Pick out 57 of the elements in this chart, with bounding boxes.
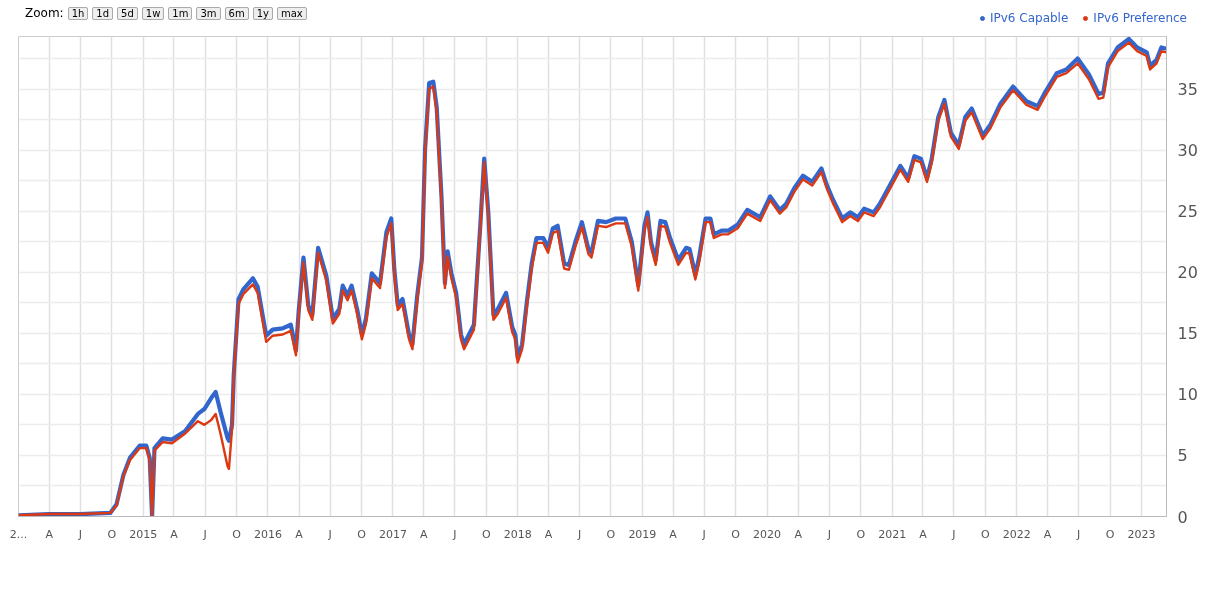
text: 1d — [92, 7, 114, 20]
y-tick-label: 10 — [1177, 385, 1198, 405]
text: 1w — [141, 7, 165, 20]
x-tick-label: O — [981, 527, 991, 541]
x-tick-label: J — [1076, 527, 1081, 541]
x-tick-label: O — [731, 527, 741, 541]
x-tick-label: J — [701, 527, 706, 541]
x-tick-label: 2022 — [1002, 527, 1031, 541]
x-tick-label: O — [357, 527, 367, 541]
x-tick-label: A — [919, 527, 928, 541]
y-tick-label: 30 — [1177, 141, 1198, 161]
x-tick-label: A — [45, 527, 54, 541]
y-tick-label: 20 — [1177, 263, 1198, 283]
x-tick-label: J — [202, 527, 207, 541]
x-tick-label: 2016 — [253, 527, 282, 541]
x-tick-label: 2023 — [1127, 527, 1156, 541]
text: 5d — [117, 7, 138, 20]
x-tick-label: J — [951, 527, 956, 541]
text: 1y — [252, 7, 273, 20]
x-tick-label: J — [826, 527, 831, 541]
x-tick-label: A — [170, 527, 179, 541]
x-tick-label: O — [107, 527, 117, 541]
x-tick-label: 2018 — [503, 527, 532, 541]
x-tick-label: 2... — [9, 527, 28, 541]
x-tick-label: A — [419, 527, 428, 541]
x-tick-label: O — [1105, 527, 1115, 541]
x-tick-label: A — [544, 527, 553, 541]
x-tick-label: J — [452, 527, 457, 541]
text: max — [276, 7, 307, 20]
x-tick-label: J — [77, 527, 82, 541]
y-tick-label: 25 — [1177, 202, 1198, 222]
x-tick-label: A — [1043, 527, 1052, 541]
x-tick-label: 2020 — [753, 527, 782, 541]
x-tick-label: A — [794, 527, 803, 541]
text: Zoom: — [25, 6, 64, 20]
text: 1h — [67, 7, 89, 20]
x-tick-label: O — [606, 527, 616, 541]
text: 1m — [168, 7, 193, 20]
y-tick-label: 0 — [1177, 507, 1188, 527]
x-tick-label: O — [481, 527, 491, 541]
x-tick-label: O — [856, 527, 866, 541]
text: 3m — [196, 7, 221, 20]
x-tick-label: J — [576, 527, 582, 541]
y-tick-label: 15 — [1177, 324, 1198, 344]
x-tick-label: A — [295, 527, 304, 541]
legend-label: IPv6 Capable — [989, 11, 1069, 25]
x-tick-label: 2019 — [628, 527, 657, 541]
y-tick-label: 35 — [1177, 80, 1198, 100]
x-tick-label: A — [669, 527, 678, 541]
x-tick-label: 2021 — [878, 527, 907, 541]
x-tick-label: 2017 — [378, 527, 407, 541]
y-tick-label: 5 — [1177, 446, 1188, 466]
text: 6m — [224, 7, 249, 20]
legend-label: IPv6 Preference — [1093, 11, 1187, 25]
x-tick-label: 2015 — [129, 527, 158, 541]
x-tick-label: O — [232, 527, 242, 541]
x-tick-label: J — [327, 527, 332, 541]
